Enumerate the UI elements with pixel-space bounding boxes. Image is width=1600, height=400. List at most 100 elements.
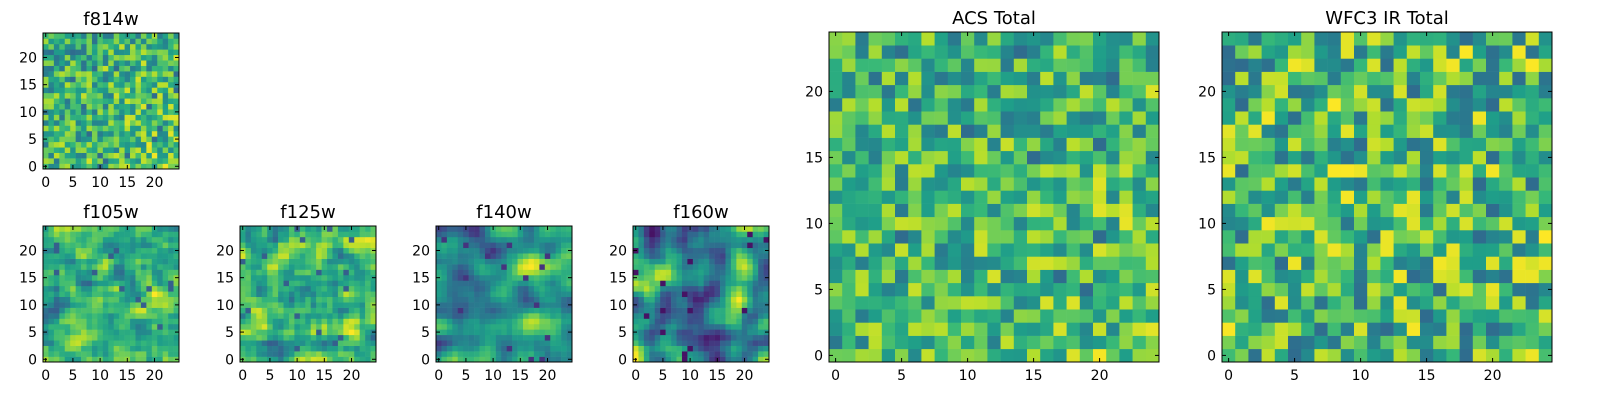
heatmap-cell [157,152,163,159]
heatmap-cell [64,76,71,83]
heatmap-cell [1486,124,1500,138]
heatmap-cell [256,313,263,319]
heatmap-cell [1446,216,1460,231]
heatmap-cell [692,296,699,303]
heatmap-cell [974,282,988,297]
heatmap-cell [506,291,513,298]
heatmap-cell [633,285,639,292]
heatmap-cell [921,98,935,112]
heatmap-cell [1327,84,1342,99]
heatmap-cell [1222,256,1236,270]
panel-title: f105w [83,202,138,223]
heatmap-cell [245,247,252,254]
heatmap-cell [752,313,759,319]
heatmap-cell [119,356,125,363]
heatmap-cell [365,307,371,314]
heatmap-cell [321,313,328,319]
heatmap-cell [48,226,55,232]
heatmap-cell [974,243,988,257]
heatmap-cell [86,274,93,281]
heatmap-cell [1261,309,1276,323]
heatmap-cell [261,236,268,243]
heatmap-cell [1327,256,1342,270]
heatmap-cell [698,291,705,298]
heatmap-cell [1013,177,1028,191]
heatmap-cells [436,226,573,363]
heatmap-cell [1261,190,1276,204]
heatmap-cell [146,318,153,325]
heatmap-cell [725,280,732,287]
heatmap-cell [528,280,535,287]
heatmap-cell [59,356,66,363]
heatmap-cell [157,264,163,270]
heatmap-cell [321,253,328,259]
heatmap-cell [316,334,322,341]
heatmap-cell [354,274,360,281]
heatmap-cell [86,130,93,137]
heatmap-cell [676,329,683,336]
heatmap-cell [348,264,355,270]
heatmap-cell [1472,243,1487,257]
heatmap-cell [1248,335,1262,350]
heatmap-cell [135,87,142,94]
heatmap-cell [1027,84,1041,99]
heatmap-cell [1525,58,1540,72]
heatmap-cell [146,49,153,56]
heatmap-cell [725,318,732,325]
heatmap-cell [676,258,683,265]
heatmap-cell [947,269,962,284]
heatmap-cell [365,302,371,308]
heatmap-cell [272,253,279,259]
heatmap-cell [1354,322,1368,336]
heatmap-cell [1340,71,1355,86]
heatmap-cell [321,269,328,276]
heatmap-cell [660,280,666,287]
heatmap-cell [64,285,71,292]
heatmap-cell [1106,32,1120,46]
heatmap-cell [747,231,753,238]
heatmap-cell [720,258,726,265]
heatmap-cell [261,285,268,292]
heatmap-cell [961,177,975,191]
heatmap-cell [747,236,753,243]
heatmap-cell [53,345,60,352]
heatmap-cell [113,33,120,39]
heatmap-cell [43,98,49,105]
heatmap-cell [736,334,743,341]
x-tick-label: 0 [831,368,840,384]
heatmap-cell [1340,203,1355,218]
heatmap-cell [1053,269,1067,284]
heatmap-cell [354,318,360,325]
heatmap-cell [343,253,350,259]
heatmap-cell [633,291,639,298]
heatmap-cell [1066,45,1081,59]
heatmap-cell [725,313,732,319]
heatmap-cell [151,147,158,153]
heatmap-cell [1301,177,1315,191]
heatmap-cell [354,345,360,352]
heatmap-cell [146,98,153,105]
heatmap-cell [59,280,66,287]
heatmap-cell [725,340,732,346]
heatmap-cell [752,345,759,352]
heatmap-cell [245,307,252,314]
heatmap-cell [654,285,661,292]
heatmap-cell [135,120,142,126]
heatmap-cell [124,130,131,137]
heatmap-cell [332,269,339,276]
heatmap-cell [457,226,464,232]
heatmap-cell [267,340,273,346]
heatmap-cell [533,291,540,298]
heatmap-cell [108,54,115,61]
heatmap-cell [1433,71,1447,86]
heatmap-cell [512,236,518,243]
heatmap-cell [59,54,66,61]
heatmap-cell [947,243,962,257]
heatmap-cell [119,296,125,303]
heatmap-cell [168,87,174,94]
heatmap-cell [1499,137,1513,152]
heatmap-cell [1000,348,1015,363]
heatmap-cell [70,291,76,298]
heatmap-cell [703,226,710,232]
heatmap-cell [660,323,666,330]
